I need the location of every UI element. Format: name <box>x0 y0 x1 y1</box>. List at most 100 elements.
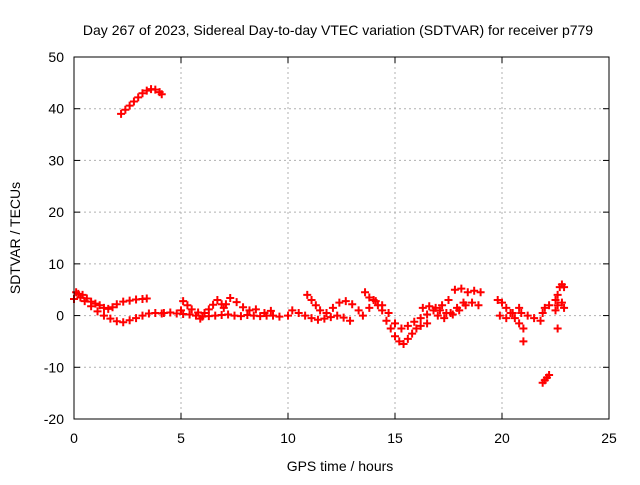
data-point <box>553 324 562 333</box>
data-point <box>187 305 196 314</box>
x-axis-label: GPS time / hours <box>287 458 394 474</box>
data-point <box>438 301 447 310</box>
data-point <box>117 109 126 118</box>
data-point <box>403 334 412 343</box>
data-point <box>408 329 417 338</box>
data-point <box>294 308 303 317</box>
data-point <box>440 314 449 323</box>
data-point <box>91 299 100 308</box>
data-point <box>553 301 562 310</box>
data-point <box>213 296 222 305</box>
data-point <box>333 311 342 320</box>
y-tick-label: 50 <box>48 49 64 65</box>
data-point <box>326 313 335 322</box>
data-point <box>470 286 479 295</box>
data-point <box>204 305 213 314</box>
data-point <box>495 311 504 320</box>
y-tick-label: 20 <box>48 204 64 220</box>
data-point <box>498 298 506 307</box>
data-point <box>104 304 113 313</box>
data-point <box>459 298 468 307</box>
y-tick-label: 10 <box>48 256 64 272</box>
data-point <box>93 307 102 316</box>
x-tick-label: 20 <box>494 430 510 446</box>
data-point <box>335 298 344 307</box>
data-point <box>232 298 241 307</box>
data-point <box>560 303 569 312</box>
data-point <box>328 303 337 312</box>
data-point <box>346 316 355 325</box>
data-point <box>99 311 108 320</box>
data-point <box>378 301 387 310</box>
data-point <box>361 288 370 297</box>
data-point <box>523 311 532 320</box>
data-point <box>303 290 312 299</box>
y-tick-label: 30 <box>48 152 64 168</box>
data-point <box>125 101 134 110</box>
data-points <box>70 85 569 387</box>
data-point <box>395 337 404 346</box>
data-point <box>226 293 235 302</box>
data-point <box>183 301 192 310</box>
data-point <box>463 288 472 297</box>
data-point <box>538 308 547 317</box>
data-point <box>502 303 511 312</box>
data-point <box>403 321 412 330</box>
data-point <box>121 105 130 114</box>
data-point <box>307 296 316 305</box>
data-point <box>560 283 569 292</box>
grid <box>74 57 609 419</box>
data-point <box>530 314 539 323</box>
chart-title: Day 267 of 2023, Sidereal Day-to-day VTE… <box>83 22 593 38</box>
x-tick-label: 15 <box>387 430 403 446</box>
data-point <box>557 298 566 307</box>
data-point <box>95 301 104 310</box>
data-point <box>493 296 502 305</box>
data-point <box>341 297 350 306</box>
data-point <box>453 303 462 312</box>
y-tick-label: -20 <box>44 411 64 427</box>
data-point <box>80 297 89 306</box>
data-point <box>425 302 434 311</box>
x-tick-label: 0 <box>70 430 78 446</box>
x-tick-label: 5 <box>177 430 185 446</box>
data-point <box>423 319 432 328</box>
data-point <box>545 301 554 310</box>
data-point <box>72 288 81 297</box>
data-point <box>239 303 248 312</box>
data-point <box>108 303 117 312</box>
data-point <box>196 314 205 323</box>
data-point <box>200 308 209 317</box>
data-point <box>320 314 329 323</box>
axis-ticks: 0 5 10 15 20 25 -20 -10 0 10 20 30 40 50 <box>44 49 617 446</box>
data-point <box>519 324 528 333</box>
data-point <box>423 310 432 319</box>
data-point <box>431 303 440 312</box>
data-point <box>468 298 477 307</box>
data-point <box>474 301 483 310</box>
data-point <box>457 284 466 293</box>
data-point <box>391 332 399 341</box>
x-tick-label: 10 <box>280 430 296 446</box>
data-point <box>553 290 562 299</box>
data-point <box>508 308 517 317</box>
data-point <box>365 293 374 302</box>
data-point <box>138 311 147 320</box>
data-point <box>316 306 325 315</box>
data-point <box>236 312 245 321</box>
data-point <box>410 317 419 326</box>
data-point <box>354 306 363 315</box>
data-point <box>224 310 233 319</box>
data-point <box>142 86 151 95</box>
data-point <box>112 317 121 326</box>
data-point <box>416 321 425 330</box>
data-point <box>221 300 230 309</box>
data-point <box>382 316 391 325</box>
x-tick-label: 25 <box>601 430 617 446</box>
data-point <box>450 285 459 294</box>
data-point <box>551 296 560 305</box>
data-point <box>142 294 151 303</box>
data-point <box>311 301 320 310</box>
data-point <box>251 305 260 314</box>
